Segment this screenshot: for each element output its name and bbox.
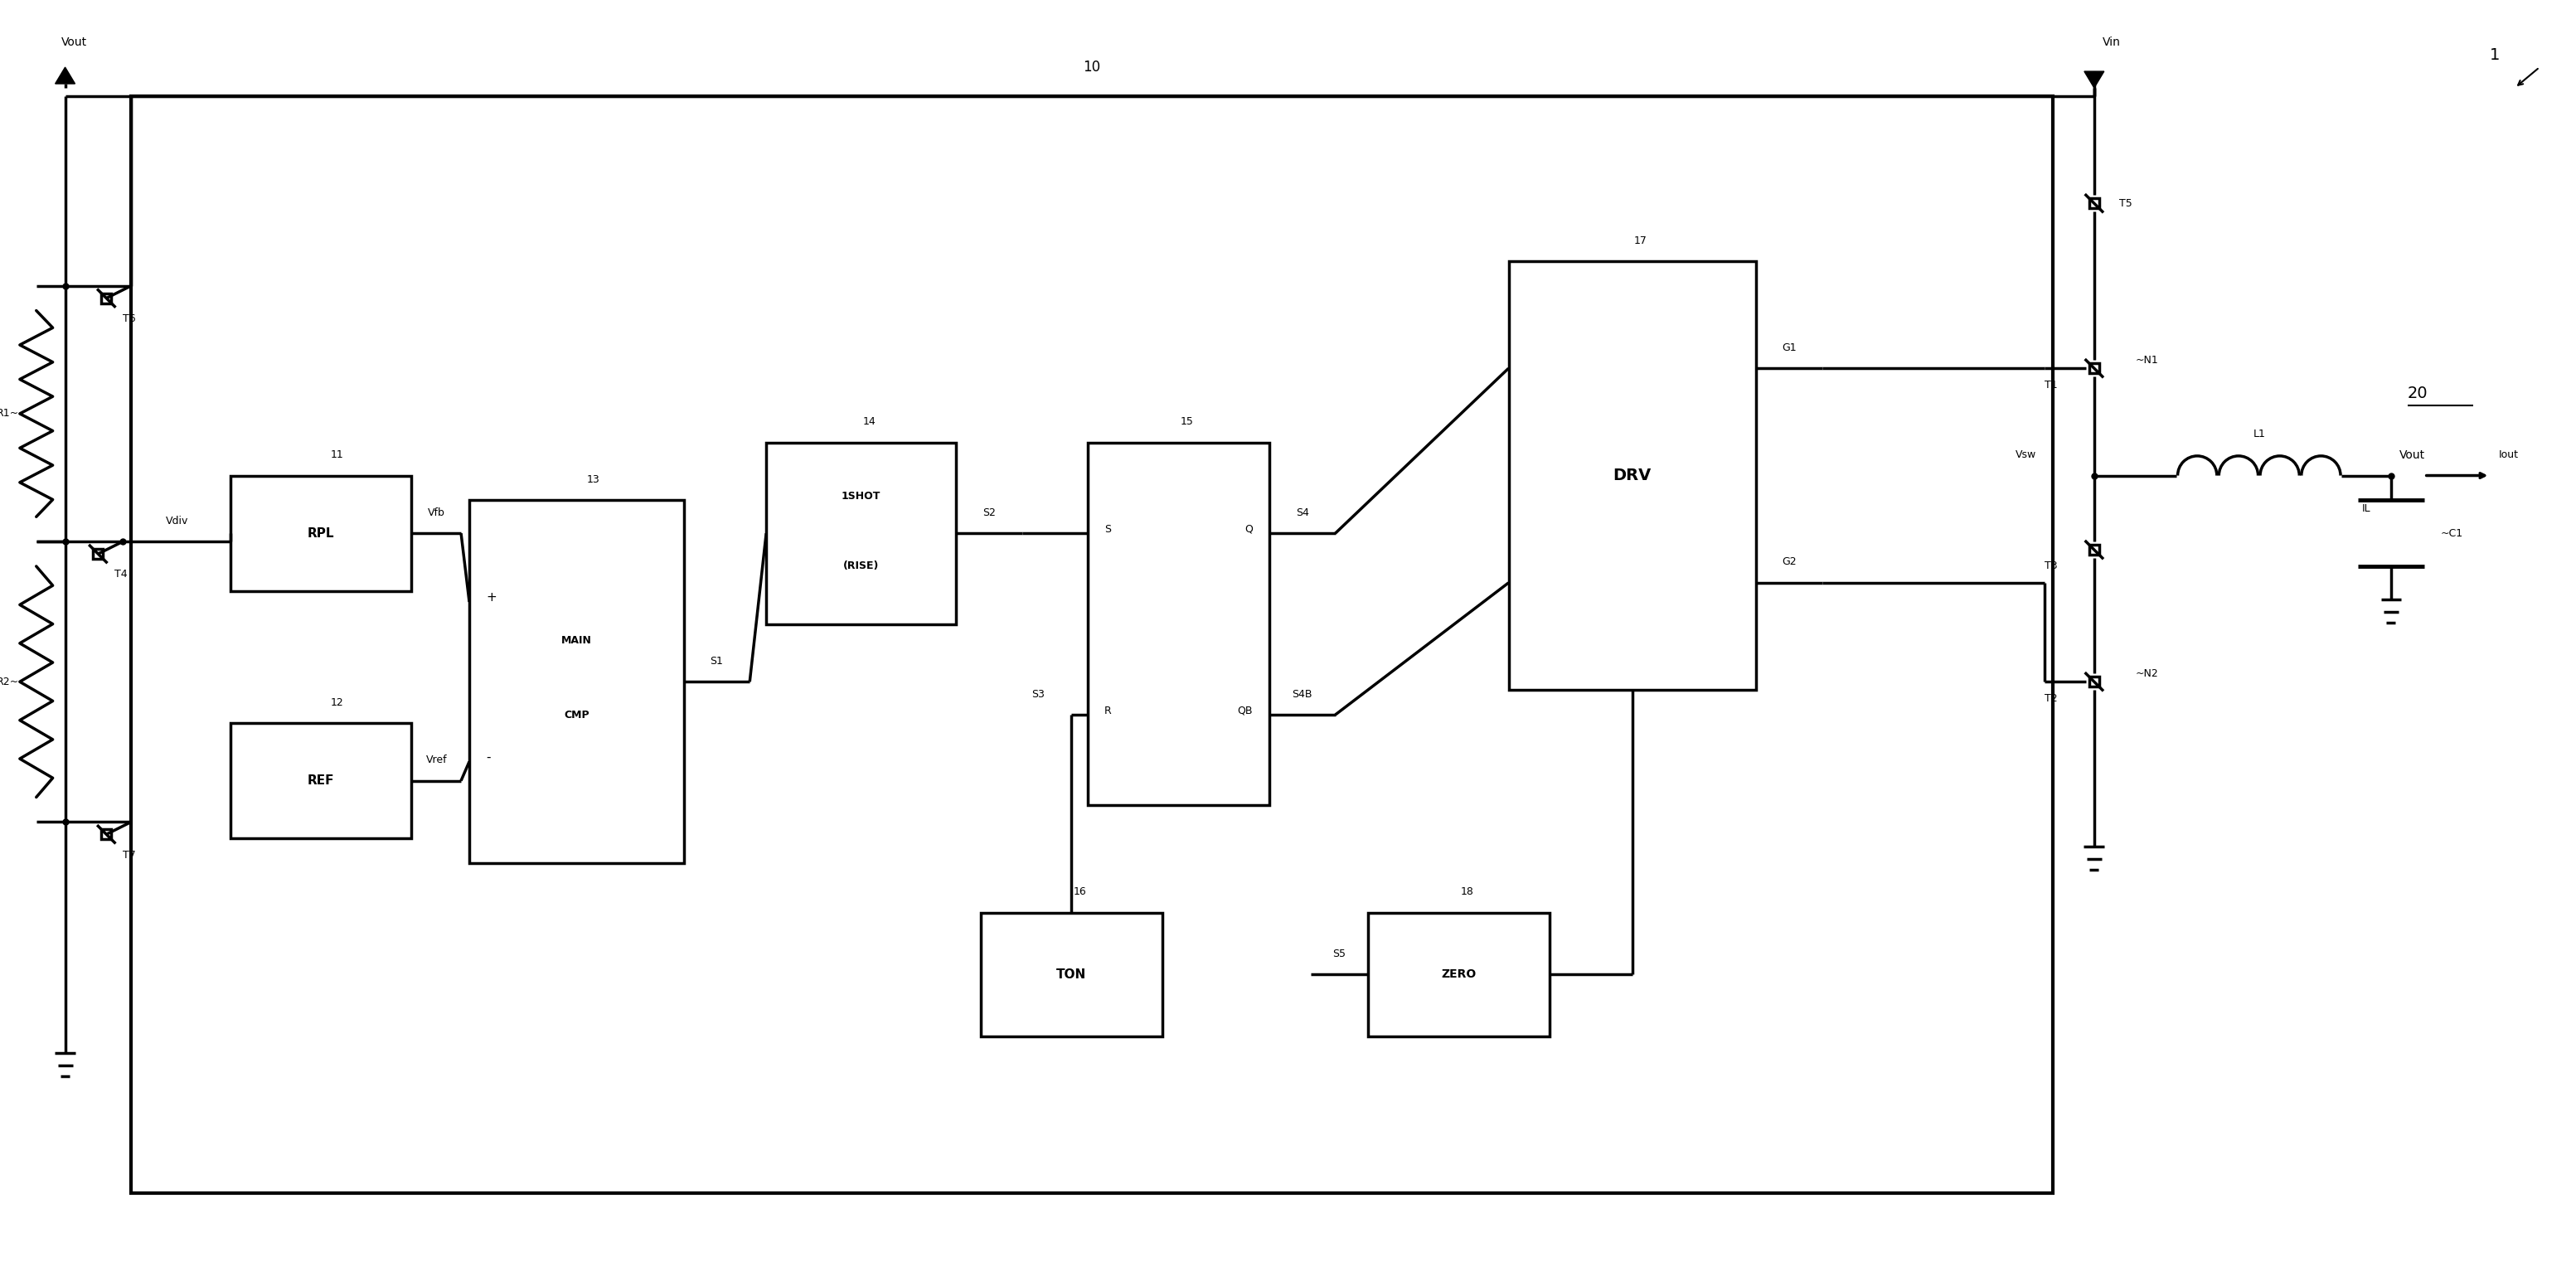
Text: 1: 1 bbox=[2491, 47, 2501, 63]
Text: 11: 11 bbox=[330, 450, 343, 460]
Text: Vout: Vout bbox=[2398, 450, 2424, 461]
Text: S2: S2 bbox=[981, 507, 994, 518]
Text: T6: T6 bbox=[124, 314, 137, 324]
Text: QB: QB bbox=[1236, 706, 1252, 716]
Text: Vref: Vref bbox=[425, 755, 446, 766]
Text: ZERO: ZERO bbox=[1443, 968, 1476, 980]
Text: MAIN: MAIN bbox=[562, 635, 592, 646]
Text: 16: 16 bbox=[1074, 886, 1087, 898]
Text: DRV: DRV bbox=[1613, 468, 1651, 483]
Text: R2~: R2~ bbox=[0, 676, 18, 687]
Text: -: - bbox=[487, 751, 489, 763]
Text: Vin: Vin bbox=[2102, 37, 2120, 49]
Text: L1: L1 bbox=[2254, 429, 2264, 439]
Text: S4: S4 bbox=[1296, 507, 1309, 518]
Text: G1: G1 bbox=[1783, 342, 1795, 354]
Text: +: + bbox=[487, 592, 497, 605]
Text: T4: T4 bbox=[113, 569, 129, 580]
Text: REF: REF bbox=[307, 775, 335, 787]
Text: S5: S5 bbox=[1332, 948, 1347, 959]
Text: CMP: CMP bbox=[564, 710, 590, 720]
Polygon shape bbox=[54, 67, 75, 83]
Text: 15: 15 bbox=[1180, 416, 1193, 428]
Bar bbox=[229, 475, 412, 591]
Text: 10: 10 bbox=[1084, 60, 1100, 74]
Polygon shape bbox=[2084, 72, 2105, 88]
Bar bbox=[1087, 442, 1270, 806]
Text: ~N1: ~N1 bbox=[2136, 355, 2159, 365]
Text: T1: T1 bbox=[2045, 379, 2058, 391]
Text: 18: 18 bbox=[1461, 886, 1473, 898]
Text: 14: 14 bbox=[863, 416, 876, 428]
Text: R1~: R1~ bbox=[0, 409, 18, 419]
Text: T3: T3 bbox=[2045, 561, 2058, 571]
Text: S4B: S4B bbox=[1293, 689, 1314, 699]
Text: TON: TON bbox=[1056, 968, 1087, 981]
Bar bbox=[981, 912, 1162, 1036]
Text: 1SHOT: 1SHOT bbox=[842, 491, 881, 502]
Text: T2: T2 bbox=[2045, 693, 2058, 703]
Text: Vdiv: Vdiv bbox=[167, 515, 188, 526]
Text: Vfb: Vfb bbox=[428, 507, 446, 518]
Bar bbox=[229, 722, 412, 839]
Text: S: S bbox=[1105, 524, 1110, 534]
Text: G2: G2 bbox=[1783, 557, 1795, 567]
Text: 12: 12 bbox=[330, 697, 343, 707]
Bar bbox=[131, 96, 2053, 1193]
Text: R: R bbox=[1105, 706, 1113, 716]
Bar bbox=[765, 442, 956, 624]
Text: 13: 13 bbox=[587, 474, 600, 485]
Text: IL: IL bbox=[2362, 503, 2370, 514]
Text: (RISE): (RISE) bbox=[842, 561, 878, 571]
Text: S3: S3 bbox=[1033, 689, 1046, 699]
Bar bbox=[469, 501, 683, 863]
Text: Vsw: Vsw bbox=[2014, 450, 2038, 460]
Text: Vout: Vout bbox=[62, 37, 88, 49]
Text: T5: T5 bbox=[2120, 199, 2133, 209]
Text: ~C1: ~C1 bbox=[2439, 528, 2463, 538]
Bar bbox=[1510, 261, 1757, 690]
Text: ~N2: ~N2 bbox=[2136, 669, 2159, 679]
Text: 20: 20 bbox=[2409, 386, 2429, 401]
Text: Iout: Iout bbox=[2499, 450, 2519, 460]
Text: Q: Q bbox=[1244, 524, 1252, 534]
Text: S1: S1 bbox=[711, 656, 724, 666]
Text: T7: T7 bbox=[124, 849, 137, 861]
Bar bbox=[1368, 912, 1551, 1036]
Text: 17: 17 bbox=[1633, 236, 1646, 246]
Text: RPL: RPL bbox=[307, 526, 335, 539]
